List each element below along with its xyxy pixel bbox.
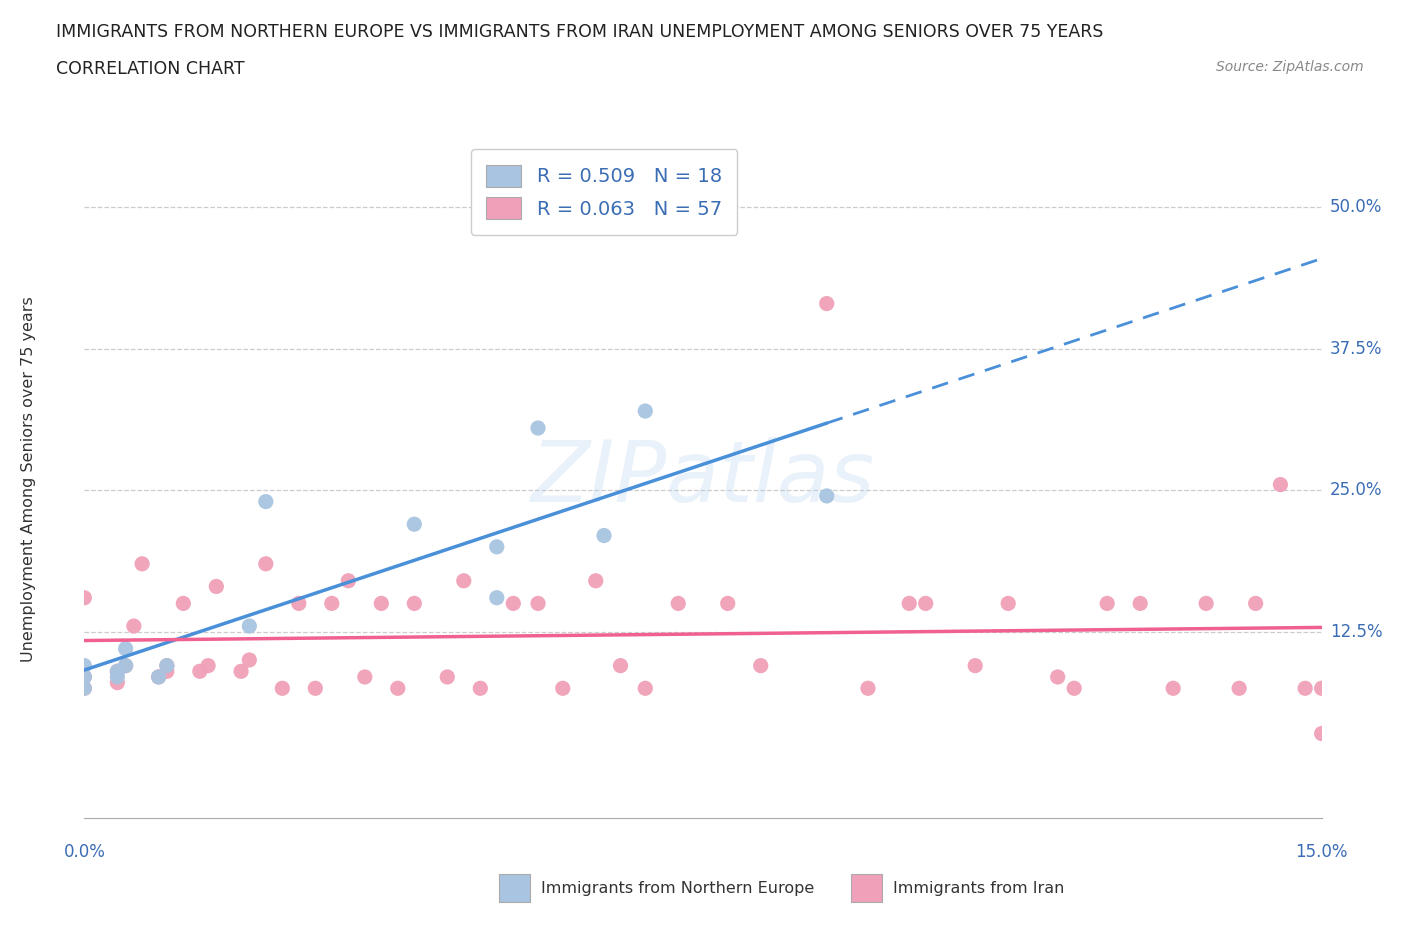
Point: [73, 670, 96, 684]
Text: Immigrants from Northern Europe: Immigrants from Northern Europe: [541, 881, 814, 896]
Point: [387, 681, 409, 696]
Point: [156, 664, 179, 679]
Point: [1244, 596, 1267, 611]
Point: [666, 596, 689, 611]
Point: [1095, 596, 1118, 611]
Point: [188, 664, 211, 679]
Point: [172, 596, 194, 611]
Text: 50.0%: 50.0%: [1330, 198, 1382, 217]
Text: 15.0%: 15.0%: [1295, 844, 1348, 861]
Point: [1063, 681, 1085, 696]
Point: [254, 494, 277, 509]
Point: [436, 670, 458, 684]
Point: [197, 658, 219, 673]
Point: [148, 670, 170, 684]
Point: [1270, 477, 1292, 492]
Point: [73, 681, 96, 696]
Point: [1310, 681, 1333, 696]
Text: 25.0%: 25.0%: [1330, 481, 1382, 499]
Point: [321, 596, 343, 611]
Text: 37.5%: 37.5%: [1330, 339, 1382, 358]
Point: [470, 681, 492, 696]
Point: [304, 681, 326, 696]
Point: [609, 658, 631, 673]
Point: [1129, 596, 1152, 611]
Point: [288, 596, 311, 611]
Point: [114, 642, 136, 657]
Point: [114, 658, 136, 673]
Point: [73, 681, 96, 696]
Point: [156, 658, 179, 673]
Point: [238, 653, 260, 668]
Point: [898, 596, 921, 611]
Point: [856, 681, 879, 696]
Point: [551, 681, 574, 696]
Point: [229, 664, 252, 679]
Text: Unemployment Among Seniors over 75 years: Unemployment Among Seniors over 75 years: [21, 296, 37, 662]
Point: [105, 670, 128, 684]
Point: [73, 670, 96, 684]
Point: [73, 658, 96, 673]
Point: [749, 658, 772, 673]
Point: [1294, 681, 1316, 696]
Text: 0.0%: 0.0%: [63, 844, 105, 861]
Point: [453, 573, 475, 589]
Text: 12.5%: 12.5%: [1330, 623, 1382, 641]
Point: [122, 618, 145, 633]
Point: [105, 675, 128, 690]
Point: [114, 658, 136, 673]
Point: [965, 658, 987, 673]
Point: [527, 420, 550, 435]
Point: [271, 681, 294, 696]
Point: [634, 681, 657, 696]
Point: [353, 670, 375, 684]
Legend: R = 0.509   N = 18, R = 0.063   N = 57: R = 0.509 N = 18, R = 0.063 N = 57: [471, 149, 737, 235]
Point: [1227, 681, 1250, 696]
Point: [404, 596, 426, 611]
Point: [997, 596, 1019, 611]
Point: [131, 556, 153, 571]
Point: [105, 664, 128, 679]
Point: [370, 596, 392, 611]
Point: [914, 596, 936, 611]
Point: [205, 579, 228, 594]
Point: [634, 404, 657, 418]
Point: [815, 488, 838, 503]
Text: IMMIGRANTS FROM NORTHERN EUROPE VS IMMIGRANTS FROM IRAN UNEMPLOYMENT AMONG SENIO: IMMIGRANTS FROM NORTHERN EUROPE VS IMMIG…: [56, 23, 1104, 41]
Text: Source: ZipAtlas.com: Source: ZipAtlas.com: [1216, 60, 1364, 74]
Point: [1161, 681, 1184, 696]
Point: [404, 517, 426, 532]
Point: [254, 556, 277, 571]
Point: [1195, 596, 1218, 611]
Point: [238, 618, 260, 633]
Point: [337, 573, 360, 589]
Point: [485, 539, 508, 554]
Point: [815, 296, 838, 311]
Point: [527, 596, 550, 611]
Point: [593, 528, 616, 543]
Point: [1046, 670, 1069, 684]
Text: ZIPatlas: ZIPatlas: [531, 437, 875, 521]
Text: Immigrants from Iran: Immigrants from Iran: [893, 881, 1064, 896]
Point: [585, 573, 607, 589]
Point: [502, 596, 524, 611]
Point: [156, 658, 179, 673]
Point: [73, 591, 96, 605]
Point: [148, 670, 170, 684]
Point: [485, 591, 508, 605]
Point: [1310, 726, 1333, 741]
Point: [717, 596, 740, 611]
Text: CORRELATION CHART: CORRELATION CHART: [56, 60, 245, 78]
Point: [105, 664, 128, 679]
